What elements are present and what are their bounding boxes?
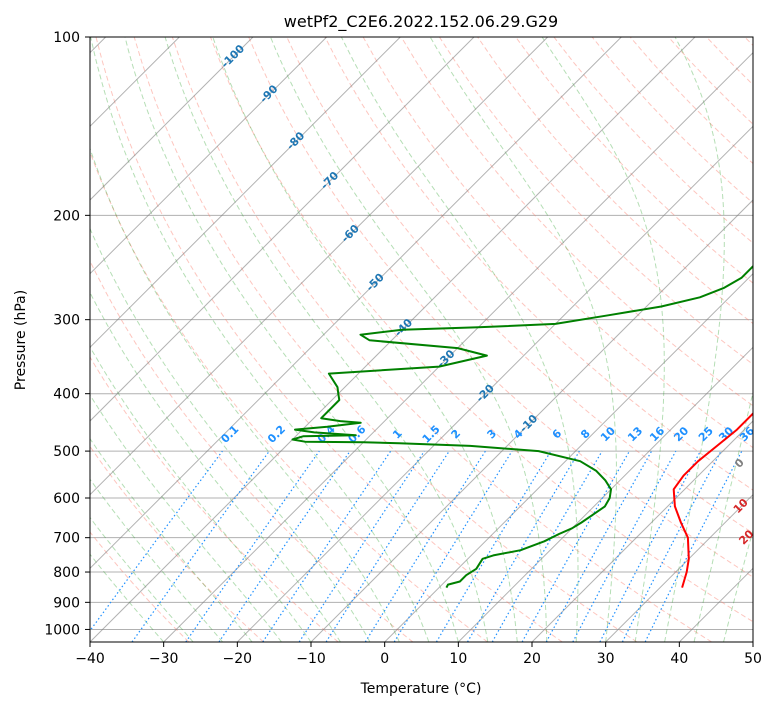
moist-adiabat-line [90, 291, 341, 642]
moist-adiabat-line [340, 37, 579, 642]
profile-series [291, 264, 753, 589]
dry-adiabat-line [90, 150, 488, 642]
isotherm-line [605, 493, 753, 642]
x-axis-label: Temperature (°C) [360, 681, 482, 697]
isotherm-line [90, 37, 549, 496]
mixing-ratio-line [393, 450, 513, 642]
mixing-ratio-lines [90, 450, 743, 642]
mixing-ratio-line [90, 450, 223, 632]
chart-title: wetPf2_C2E6.2022.152.06.29.G29 [284, 12, 558, 32]
x-tick-label: 10 [449, 651, 467, 667]
x-tick-label: 50 [744, 651, 762, 667]
mixing-ratio-line [644, 450, 743, 642]
isotherm-line [457, 346, 753, 642]
moist-adiabat-line [212, 37, 518, 642]
moist-adiabat-line [90, 227, 371, 642]
mixing-ratio-line [545, 450, 653, 642]
isotherm-line [90, 37, 475, 422]
dry-adiabat-line [90, 531, 190, 642]
mixing-ratio-line [185, 450, 320, 642]
x-tick-label: −10 [296, 651, 326, 667]
x-tick-label: 20 [523, 651, 541, 667]
x-tick-label: 0 [380, 651, 389, 667]
moist-adiabat-line [124, 37, 459, 642]
dry-adiabat-line [95, 37, 563, 642]
mixing-ratio-line [218, 450, 351, 642]
mixing-ratio-line [521, 450, 631, 642]
y-tick-label: 600 [53, 491, 80, 507]
moist-adiabat-line [90, 147, 400, 642]
isotherm-line [90, 37, 328, 275]
mixing-ratio-line [262, 450, 392, 642]
y-tick-label: 400 [53, 387, 80, 403]
moist-adiabat-line [90, 478, 223, 642]
moist-adiabat-line [90, 37, 430, 642]
y-tick-label: 200 [53, 208, 80, 224]
dry-adiabat-line [324, 37, 753, 491]
moist-adiabat-line [664, 37, 725, 642]
dry-adiabat-line [400, 37, 753, 407]
moist-adiabats [90, 37, 753, 642]
isotherm-line [90, 37, 401, 349]
isotherms [90, 37, 753, 642]
dry-adiabat-line [438, 37, 753, 366]
dewpoint-profile-line [291, 264, 753, 589]
x-axis-ticks: −40 −30 −20 −10 0 10 20 30 40 50 [75, 642, 762, 667]
pressure-gridlines [90, 37, 753, 630]
x-tick-label: −30 [149, 651, 179, 667]
moist-adiabat-line [90, 394, 282, 642]
moist-adiabat-line [90, 437, 253, 642]
y-axis-label: Pressure (hPa) [13, 290, 29, 390]
x-tick-label: 40 [670, 651, 688, 667]
moist-adiabat-line [164, 37, 489, 642]
dry-adiabat-line [210, 37, 753, 623]
y-axis-ticks: 100 200 300 400 500 600 700 800 900 1000 [44, 30, 90, 638]
moist-adiabat-line [693, 390, 753, 642]
mixing-ratio-line [131, 450, 270, 642]
isotherm-line [384, 272, 753, 642]
isotherm-line [90, 37, 622, 570]
isotherm-line [163, 51, 753, 642]
y-tick-label: 900 [53, 595, 80, 611]
dry-adiabat-line [133, 37, 638, 642]
dry-adiabat-line [515, 37, 753, 284]
temperature-profile-line [672, 412, 753, 588]
dry-adiabat-line [90, 356, 339, 642]
y-tick-label: 800 [53, 565, 80, 581]
mixing-ratio-line [325, 450, 450, 642]
isotherm-line [236, 125, 753, 642]
isotherm-line [90, 37, 254, 201]
moist-adiabat-line [429, 37, 617, 642]
plot-frame [89, 36, 754, 643]
x-tick-label: −40 [75, 651, 105, 667]
isotherm-line [310, 199, 753, 642]
isotherm-line [531, 420, 753, 642]
y-tick-label: 500 [53, 444, 80, 460]
x-tick-label: −20 [223, 651, 253, 667]
dry-adiabats [90, 37, 753, 642]
mixing-ratio-line [298, 450, 425, 642]
dry-adiabat-line [90, 445, 264, 642]
moist-adiabat-line [723, 528, 753, 642]
dry-adiabat-line [171, 37, 712, 642]
y-tick-label: 1000 [44, 622, 80, 638]
y-tick-label: 300 [53, 313, 80, 329]
y-tick-label: 700 [53, 531, 80, 547]
y-tick-label: 100 [53, 30, 80, 46]
x-tick-label: 30 [597, 651, 615, 667]
isotherm-line [90, 37, 696, 642]
plot-area: -100-90-80-70-60-50-40-30-20-100.1 0.2 0.4… [90, 37, 753, 642]
mixing-ratio-line [572, 450, 677, 642]
dry-adiabat-line [248, 37, 753, 578]
